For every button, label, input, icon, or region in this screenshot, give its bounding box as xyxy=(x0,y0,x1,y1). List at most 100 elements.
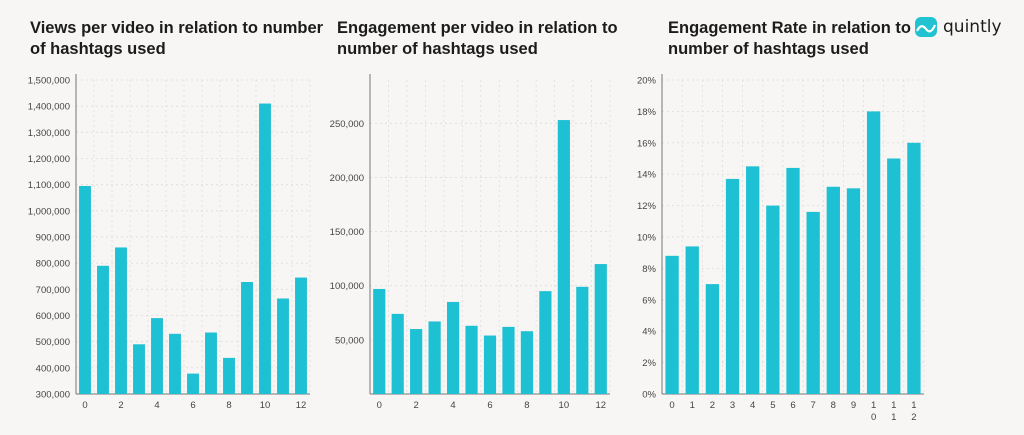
bar-12 xyxy=(295,277,307,394)
x-tick-label: 1 xyxy=(891,412,896,423)
bar-4 xyxy=(446,301,460,394)
y-tick-label: 50,000 xyxy=(335,335,364,346)
x-tick-label: 2 xyxy=(911,412,916,423)
y-tick-label: 1,300,000 xyxy=(28,128,70,139)
bar-7 xyxy=(502,326,515,394)
y-tick-label: 250,000 xyxy=(330,119,364,130)
bar-1 xyxy=(685,246,699,394)
y-tick-label: 900,000 xyxy=(36,233,70,244)
y-tick-label: 18% xyxy=(637,107,657,118)
bar-9 xyxy=(539,291,552,394)
y-tick-label: 1,400,000 xyxy=(28,102,70,113)
y-tick-label: 400,000 xyxy=(36,363,70,374)
y-tick-label: 200,000 xyxy=(330,173,364,184)
x-tick-label: 0 xyxy=(82,400,87,411)
bar-6 xyxy=(483,335,497,394)
bar-3 xyxy=(428,321,441,394)
x-tick-label: 9 xyxy=(851,400,856,411)
x-tick-label: 2 xyxy=(710,400,715,411)
bar-7 xyxy=(205,332,217,394)
x-tick-label: 4 xyxy=(154,400,159,411)
x-tick-label: 8 xyxy=(831,400,836,411)
y-tick-label: 0% xyxy=(642,390,656,401)
x-tick-label: 6 xyxy=(487,400,492,411)
y-tick-label: 6% xyxy=(642,295,656,306)
x-tick-label: 5 xyxy=(770,400,775,411)
bar-9 xyxy=(846,188,861,394)
chart-1-title: Views per video in relation to number of… xyxy=(30,18,330,60)
y-tick-label: 14% xyxy=(637,170,657,181)
y-tick-label: 8% xyxy=(642,264,656,275)
chart-2-title-line-2: number of hashtags used xyxy=(337,40,538,58)
bar-4 xyxy=(746,166,760,394)
x-tick-label: 6 xyxy=(790,400,795,411)
bar-5 xyxy=(169,333,181,394)
bar-12 xyxy=(907,142,921,394)
y-tick-label: 300,000 xyxy=(36,390,70,401)
bar-10 xyxy=(259,103,271,395)
x-tick-label: 8 xyxy=(524,400,529,411)
bar-12 xyxy=(594,264,607,394)
chart-1-title-line-1: Views per video in relation to number xyxy=(30,19,324,37)
bar-11 xyxy=(576,286,589,394)
bar-10 xyxy=(557,120,570,394)
bar-1 xyxy=(391,313,404,394)
bar-2 xyxy=(115,247,127,394)
wave-logo-icon xyxy=(915,17,937,37)
x-tick-label: 1 xyxy=(911,400,916,411)
bar-8 xyxy=(223,357,235,394)
x-tick-label: 4 xyxy=(750,400,755,411)
bar-0 xyxy=(79,185,91,394)
y-tick-label: 12% xyxy=(637,201,657,212)
bar-11 xyxy=(887,158,901,394)
bar-8 xyxy=(520,331,534,394)
chart-2-title: Engagement per video in relation to numb… xyxy=(337,18,627,60)
bar-5 xyxy=(465,325,478,394)
bar-7 xyxy=(806,211,820,394)
bar-4 xyxy=(151,318,163,394)
x-tick-label: 4 xyxy=(450,400,455,411)
x-tick-label: 12 xyxy=(296,400,307,411)
x-tick-label: 1 xyxy=(690,400,695,411)
chart-1-title-line-2: of hashtags used xyxy=(30,40,166,58)
bar-3 xyxy=(725,178,740,394)
y-tick-label: 1,000,000 xyxy=(28,206,70,217)
y-tick-label: 600,000 xyxy=(36,311,70,322)
y-tick-label: 500,000 xyxy=(36,337,70,348)
bar-5 xyxy=(766,205,780,394)
x-tick-label: 0 xyxy=(669,400,674,411)
y-tick-label: 4% xyxy=(642,327,656,338)
y-tick-label: 1,200,000 xyxy=(28,154,70,165)
x-tick-label: 2 xyxy=(118,400,123,411)
x-tick-label: 1 xyxy=(891,400,896,411)
x-tick-label: 10 xyxy=(260,400,271,411)
x-tick-label: 12 xyxy=(595,400,606,411)
x-tick-label: 8 xyxy=(226,400,231,411)
y-tick-label: 20% xyxy=(637,76,657,87)
x-tick-label: 7 xyxy=(811,400,816,411)
bar-2 xyxy=(410,329,423,394)
x-tick-label: 6 xyxy=(190,400,195,411)
bar-3 xyxy=(133,344,145,394)
y-tick-label: 1,100,000 xyxy=(28,180,70,191)
x-tick-label: 2 xyxy=(414,400,419,411)
chart-3-title: Engagement Rate in relation to number of… xyxy=(668,18,928,60)
brand-name: quintly xyxy=(943,17,1002,37)
y-tick-label: 800,000 xyxy=(36,259,70,270)
bar-8 xyxy=(826,186,840,394)
y-tick-label: 2% xyxy=(642,358,656,369)
bar-10 xyxy=(866,111,881,395)
y-tick-label: 700,000 xyxy=(36,285,70,296)
bar-6 xyxy=(187,373,199,394)
chart-2-title-line-1: Engagement per video in relation to xyxy=(337,19,618,37)
quintly-logo: quintly xyxy=(915,15,1002,39)
y-tick-label: 150,000 xyxy=(330,227,364,238)
bar-0 xyxy=(665,255,679,394)
bar-2 xyxy=(705,284,720,394)
bar-1 xyxy=(97,265,109,394)
y-tick-label: 1,500,000 xyxy=(28,76,70,87)
y-tick-label: 16% xyxy=(637,138,657,149)
bar-6 xyxy=(786,167,800,394)
